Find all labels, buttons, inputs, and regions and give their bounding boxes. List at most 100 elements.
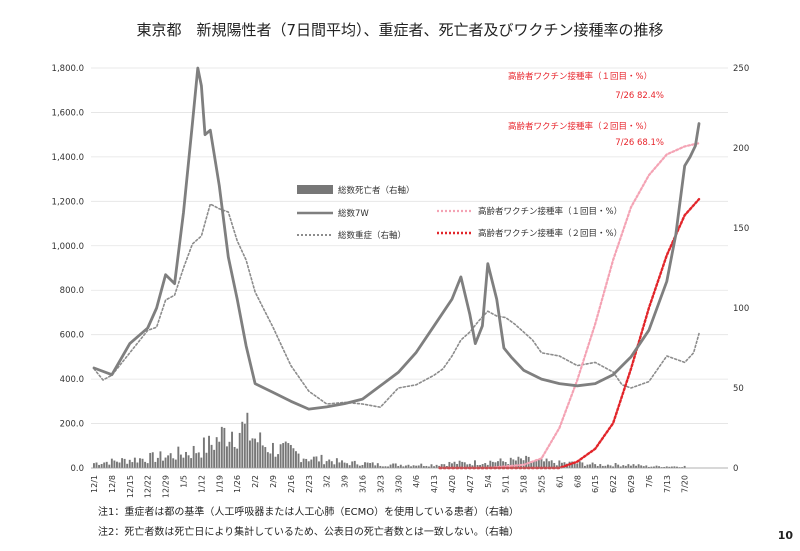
death-bar bbox=[210, 444, 213, 468]
right-tick-label: 100 bbox=[733, 304, 749, 314]
death-bar bbox=[589, 464, 591, 468]
death-bar bbox=[369, 463, 372, 468]
death-bar bbox=[261, 445, 264, 468]
death-bar bbox=[624, 465, 627, 468]
death-bar bbox=[213, 449, 216, 468]
death-bar bbox=[619, 466, 622, 468]
left-tick-label: 200.0 bbox=[60, 420, 84, 430]
x-tick-label: 12/8 bbox=[108, 475, 117, 493]
death-bar bbox=[346, 463, 349, 468]
death-bar bbox=[215, 437, 218, 468]
x-tick-label: 6/1 bbox=[555, 475, 564, 488]
note-2: 注2：死亡者数は死亡日により集計しているため、公表日の死亡者数とは一致しない。（… bbox=[98, 525, 519, 538]
x-tick-label: 1/12 bbox=[197, 475, 206, 493]
x-tick-label: 1/5 bbox=[180, 475, 189, 488]
death-bar bbox=[658, 466, 661, 468]
legend-item-cases: 総数7W bbox=[297, 208, 369, 219]
death-bar bbox=[328, 459, 331, 468]
death-bar bbox=[208, 435, 210, 468]
x-tick-label: 7/13 bbox=[663, 475, 672, 493]
series-lines bbox=[92, 66, 701, 470]
legend-label-cases: 総数7W bbox=[338, 208, 369, 219]
death-bar bbox=[476, 465, 479, 468]
death-bar bbox=[144, 461, 147, 468]
death-bar bbox=[141, 458, 144, 468]
death-bar bbox=[540, 458, 543, 468]
left-tick-label: 1,600.0 bbox=[52, 108, 84, 118]
x-tick-label: 12/1 bbox=[90, 475, 99, 493]
death-bar bbox=[376, 463, 379, 468]
death-bar bbox=[164, 457, 167, 468]
death-bar bbox=[399, 464, 402, 468]
death-bar bbox=[422, 466, 425, 468]
x-tick-label: 2/2 bbox=[251, 475, 260, 488]
death-bar bbox=[121, 458, 124, 468]
death-bar bbox=[218, 441, 221, 468]
legend-item-vac2: 高齢者ワクチン接種率（２回目・%） bbox=[437, 228, 622, 239]
x-tick-label: 12/15 bbox=[126, 475, 135, 498]
death-bar bbox=[668, 466, 671, 468]
death-bar bbox=[545, 458, 548, 468]
legend-item-deaths: 総数死亡者（右軸） bbox=[297, 185, 415, 196]
line-cases-7w bbox=[92, 66, 701, 411]
legend-label-deaths: 総数死亡者（右軸） bbox=[338, 185, 415, 196]
right-tick-label: 200 bbox=[733, 144, 749, 154]
death-bar bbox=[371, 462, 374, 468]
death-bar bbox=[251, 438, 254, 468]
death-bar bbox=[225, 446, 228, 468]
x-axis-ticks: 12/1 12/8 12/15 12/22 12/29 1/5 1/12 1/19 1/26 2/… bbox=[90, 475, 690, 498]
death-bar bbox=[174, 459, 177, 468]
death-bar bbox=[420, 463, 423, 468]
death-bar bbox=[532, 460, 535, 468]
death-bar bbox=[622, 465, 625, 468]
x-tick-label: 12/29 bbox=[162, 475, 171, 498]
death-bar bbox=[126, 463, 129, 468]
annotation-vac1-label: 高齢者ワクチン接種率（１回目・%） bbox=[508, 71, 652, 82]
death-bar bbox=[387, 466, 389, 468]
annotation-vac2-label: 高齢者ワクチン接種率（２回目・%） bbox=[508, 121, 652, 132]
death-bar bbox=[335, 458, 338, 468]
death-bar bbox=[187, 455, 190, 468]
death-bar bbox=[374, 465, 377, 468]
death-bar bbox=[154, 461, 157, 468]
death-bar bbox=[402, 466, 405, 468]
death-bar bbox=[310, 459, 313, 468]
x-tick-label: 3/9 bbox=[341, 475, 350, 488]
death-bar bbox=[471, 465, 474, 468]
chart-title: 東京都 新規陽性者（7日間平均）、重症者、死亡者及びワクチン接種率の推移 bbox=[136, 21, 663, 39]
death-bar bbox=[560, 462, 563, 468]
death-bar bbox=[254, 438, 256, 468]
death-bar bbox=[287, 443, 290, 468]
death-bar bbox=[197, 452, 200, 468]
death-bar bbox=[200, 457, 203, 468]
death-bar bbox=[177, 446, 180, 468]
death-bar bbox=[586, 464, 589, 468]
death-bar bbox=[292, 448, 295, 468]
death-bar bbox=[466, 464, 469, 468]
death-bar bbox=[330, 461, 333, 468]
death-bar bbox=[231, 431, 233, 468]
left-tick-label: 800.0 bbox=[60, 286, 84, 296]
x-tick-label: 4/13 bbox=[430, 475, 439, 493]
death-bar bbox=[297, 453, 300, 468]
death-bar bbox=[448, 461, 451, 468]
death-bar bbox=[494, 462, 497, 468]
death-bar bbox=[108, 464, 111, 468]
legend: 総数死亡者（右軸） 総数7W 総数重症（右軸） 高齢者ワクチン接種率（１回目・%… bbox=[297, 185, 622, 241]
x-tick-label: 2/9 bbox=[269, 475, 278, 488]
death-bar bbox=[358, 465, 361, 468]
death-bar bbox=[379, 465, 382, 468]
death-bar bbox=[609, 465, 612, 468]
death-bar bbox=[474, 460, 476, 468]
death-bar bbox=[162, 460, 164, 468]
death-bar bbox=[149, 452, 152, 468]
death-bar bbox=[266, 452, 269, 468]
death-bar bbox=[543, 461, 545, 468]
death-bar bbox=[333, 464, 336, 468]
death-bar bbox=[407, 464, 410, 468]
death-bar bbox=[381, 466, 384, 468]
death-bar bbox=[233, 446, 236, 468]
death-bar bbox=[530, 461, 533, 468]
death-bar bbox=[673, 466, 676, 468]
death-bar bbox=[537, 459, 540, 468]
